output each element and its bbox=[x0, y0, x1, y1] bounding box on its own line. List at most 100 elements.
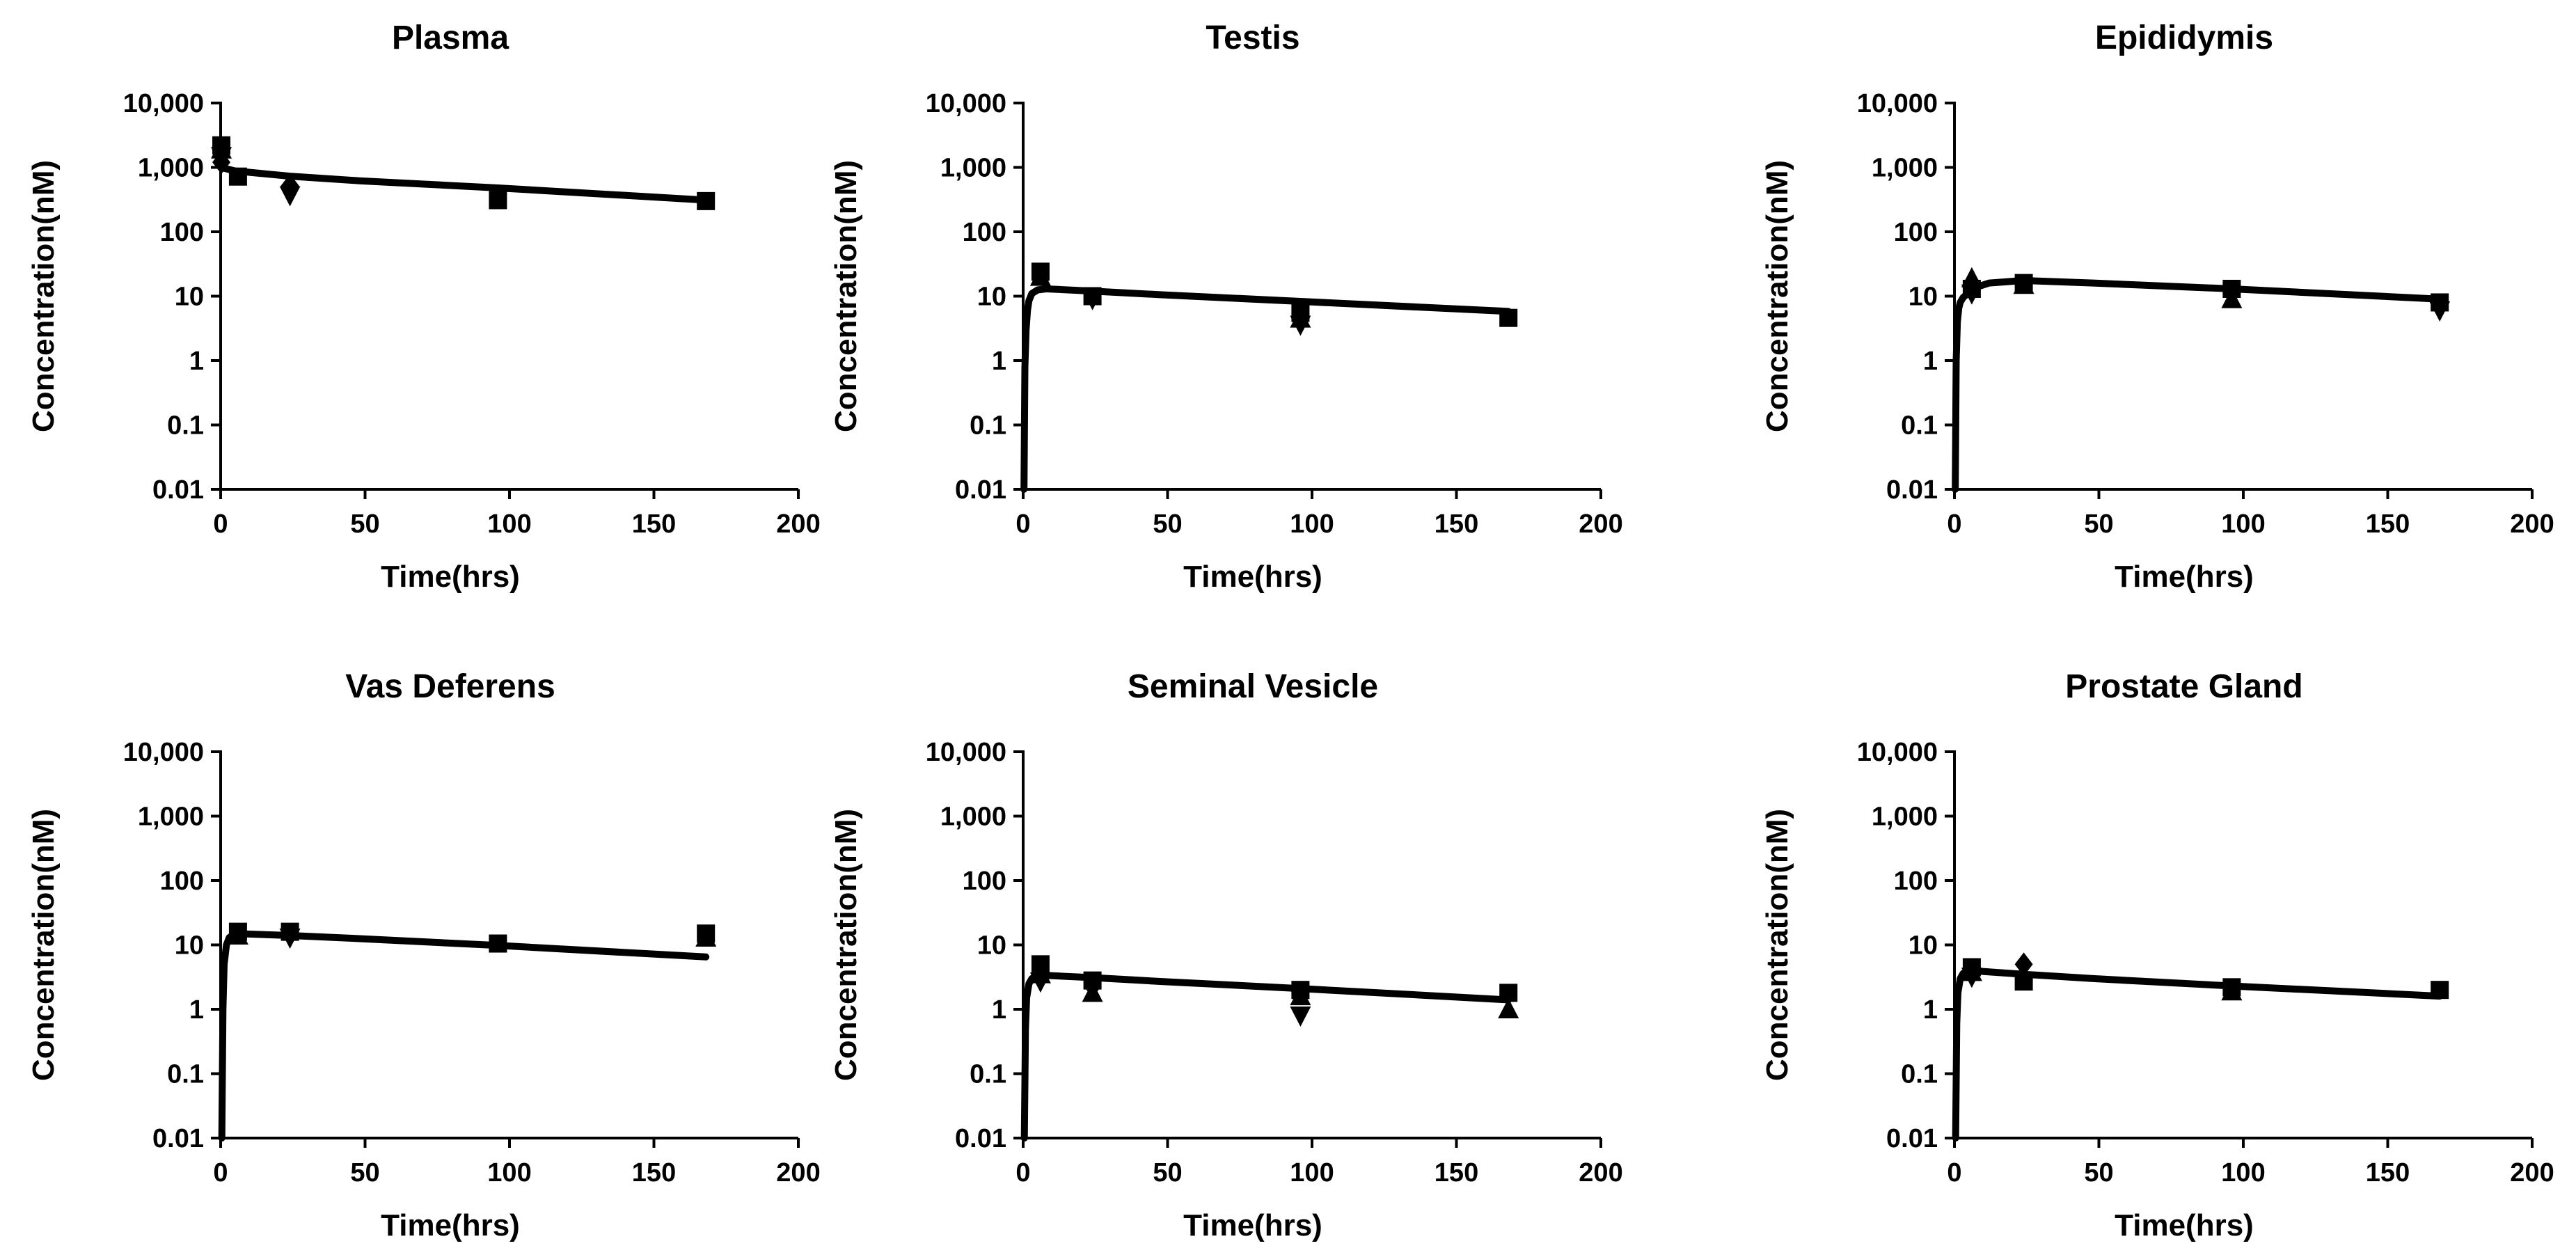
x-axis-label: Time(hrs) bbox=[2115, 560, 2254, 594]
y-tick-label: 100 bbox=[1894, 867, 1938, 896]
x-tick-label: 200 bbox=[1579, 510, 1622, 539]
y-tick-label: 1 bbox=[992, 347, 1006, 376]
fit-curve bbox=[1020, 285, 1512, 493]
y-tick-label: 0.1 bbox=[970, 411, 1006, 441]
y-tick-label: 100 bbox=[1894, 218, 1938, 247]
y-tick-label: 10,000 bbox=[123, 89, 204, 118]
panel-title: Epididymis bbox=[2095, 19, 2273, 56]
data-points bbox=[1961, 952, 2449, 1001]
data-point-square bbox=[697, 191, 716, 210]
y-tick-label: 10,000 bbox=[926, 89, 1006, 118]
x-tick-label: 50 bbox=[350, 1158, 379, 1187]
fit-line bbox=[1952, 277, 2444, 493]
data-point-triangle-down bbox=[279, 186, 301, 207]
y-axis-label: Concentration(nM) bbox=[26, 160, 61, 432]
x-tick-label: 100 bbox=[1290, 1158, 1334, 1187]
y-tick-label: 1,000 bbox=[940, 154, 1006, 183]
x-tick-label: 0 bbox=[1016, 510, 1030, 539]
x-tick-label: 100 bbox=[1290, 510, 1334, 539]
panel-title: Seminal Vesicle bbox=[1128, 668, 1378, 705]
y-tick-label: 100 bbox=[963, 218, 1006, 247]
y-tick-label: 10 bbox=[175, 931, 204, 961]
x-tick-label: 150 bbox=[2366, 1158, 2410, 1187]
y-tick-label: 10 bbox=[977, 931, 1006, 961]
data-point-triangle-down bbox=[1290, 1006, 1311, 1027]
y-axis-label: Concentration(nM) bbox=[829, 809, 863, 1081]
x-tick-label: 100 bbox=[487, 510, 531, 539]
x-tick-label: 150 bbox=[1435, 1158, 1478, 1187]
y-tick-label: 10,000 bbox=[1857, 89, 1938, 118]
data-point-triangle-up bbox=[1029, 265, 1051, 286]
data-point-triangle-down bbox=[1290, 315, 1311, 336]
x-tick-label: 50 bbox=[1153, 510, 1182, 539]
data-point-square bbox=[489, 934, 507, 953]
x-tick-label: 100 bbox=[2221, 510, 2265, 539]
panel-testis: Testis Time(hrs) Concentration(nM) 0.010… bbox=[829, 19, 1623, 594]
x-tick-label: 0 bbox=[1947, 1158, 1961, 1187]
x-tick-label: 100 bbox=[487, 1158, 531, 1187]
data-point-triangle-up bbox=[2013, 274, 2034, 294]
y-tick-label: 0.01 bbox=[1886, 1124, 1938, 1153]
y-tick-label: 10 bbox=[175, 283, 204, 312]
y-axis-label: Concentration(nM) bbox=[1760, 809, 1794, 1081]
panel-title: Plasma bbox=[392, 19, 509, 56]
x-axis-label: Time(hrs) bbox=[1183, 560, 1322, 594]
y-tick-label: 1,000 bbox=[940, 803, 1006, 832]
data-point-triangle-up bbox=[695, 926, 717, 947]
panel-title: Vas Deferens bbox=[345, 668, 555, 705]
panel-title: Prostate Gland bbox=[2065, 668, 2302, 705]
y-tick-label: 100 bbox=[160, 867, 204, 896]
panel-plasma: Plasma Time(hrs) Concentration(nM) 0.010… bbox=[26, 19, 821, 594]
y-tick-label: 10 bbox=[977, 283, 1006, 312]
y-tick-label: 10,000 bbox=[926, 738, 1006, 767]
panel-prostate-gland: Prostate Gland Time(hrs) Concentration(n… bbox=[1760, 668, 2554, 1242]
axes: 0.01 0.1 1 10 100 1,000 10,000 0 50 100 150 200 bbox=[123, 738, 821, 1187]
data-point-triangle-down bbox=[1029, 972, 1051, 993]
data-point-triangle-up bbox=[2221, 980, 2243, 1001]
fit-curve bbox=[1952, 277, 2444, 493]
x-tick-label: 150 bbox=[632, 510, 676, 539]
y-tick-label: 100 bbox=[160, 218, 204, 247]
x-tick-label: 50 bbox=[2084, 1158, 2113, 1187]
data-point-square bbox=[228, 167, 247, 186]
fit-line bbox=[1020, 285, 1512, 493]
y-tick-label: 1,000 bbox=[1872, 154, 1938, 183]
panel-title: Testis bbox=[1206, 19, 1299, 56]
x-tick-label: 200 bbox=[776, 510, 820, 539]
y-tick-label: 100 bbox=[963, 867, 1006, 896]
y-tick-label: 1 bbox=[189, 995, 204, 1025]
y-axis-label: Concentration(nM) bbox=[26, 809, 61, 1081]
y-tick-label: 1,000 bbox=[138, 803, 204, 832]
fit-line bbox=[218, 930, 710, 1142]
y-tick-label: 1,000 bbox=[1872, 803, 1938, 832]
data-point-triangle-up bbox=[227, 924, 248, 945]
x-tick-label: 50 bbox=[350, 510, 379, 539]
data-points bbox=[1029, 955, 1519, 1027]
panel-vas-deferens: Vas Deferens Time(hrs) Concentration(nM)… bbox=[26, 668, 821, 1242]
y-tick-label: 10 bbox=[1909, 931, 1938, 961]
x-tick-label: 150 bbox=[632, 1158, 676, 1187]
x-tick-label: 0 bbox=[213, 510, 228, 539]
x-tick-label: 50 bbox=[2084, 510, 2113, 539]
y-tick-label: 1 bbox=[1923, 347, 1938, 376]
fit-curve bbox=[1952, 967, 2444, 1142]
panel-epididymis: Epididymis Time(hrs) Concentration(nM) 0… bbox=[1760, 19, 2554, 594]
y-tick-label: 0.1 bbox=[167, 411, 204, 441]
data-points bbox=[227, 922, 717, 953]
x-tick-label: 50 bbox=[1153, 1158, 1182, 1187]
fit-line bbox=[1952, 967, 2444, 1142]
y-tick-label: 0.01 bbox=[152, 1124, 204, 1153]
data-points bbox=[1961, 267, 2451, 322]
y-tick-label: 0.01 bbox=[955, 1124, 1006, 1153]
data-point-square bbox=[1499, 308, 1518, 327]
y-tick-label: 0.01 bbox=[955, 475, 1006, 505]
data-point-triangle-up bbox=[2221, 287, 2243, 308]
y-tick-label: 10,000 bbox=[123, 738, 204, 767]
axes: 0.01 0.1 1 10 100 1,000 10,000 0 50 100 150 200 bbox=[1857, 89, 2554, 539]
data-point-triangle-down bbox=[1082, 290, 1103, 310]
data-point-triangle-up bbox=[1290, 985, 1311, 1006]
x-tick-label: 200 bbox=[2510, 1158, 2554, 1187]
y-tick-label: 10,000 bbox=[1857, 738, 1938, 767]
x-tick-label: 0 bbox=[1016, 1158, 1030, 1187]
